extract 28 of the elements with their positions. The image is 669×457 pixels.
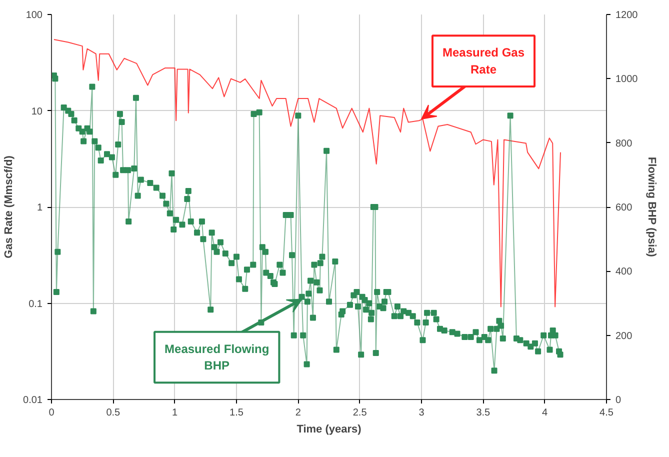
x-tick-label: 1 [172,408,178,418]
annotation: Measured Gas Rate [442,46,525,76]
y2-tick-label: 200 [616,330,633,342]
x-tick-label: 2 [295,408,302,418]
y2-axis-title: Flowing BHP (psia) [646,156,658,258]
y2-tick-label: 400 [616,266,633,278]
x-tick-label: 4.5 [600,408,614,418]
y-tick-label: 1 [36,202,43,214]
y-tick-label: 0.01 [23,395,43,406]
y-axis-title: Gas Rate (Mmscf/d) [3,155,16,258]
x-axis-title: Time (years) [296,424,362,436]
annotation: Measured Flowing BHP [164,342,270,373]
y2-tick-label: 1200 [616,10,638,21]
y-tick-label: 100 [26,10,43,21]
y2-tick-label: 0 [616,395,622,406]
y2-tick-label: 800 [616,138,633,150]
x-tick-label: 0.5 [106,408,121,418]
y-tick-label: 10 [31,106,43,118]
x-tick-label: 0 [48,408,55,418]
x-tick-label: 1.5 [230,408,244,418]
y2-tick-label: 600 [616,202,633,214]
x-tick-label: 3.5 [476,408,491,418]
x-tick-label: 2.5 [352,408,368,418]
x-tick-label: 3 [418,408,425,418]
x-tick-label: 4 [542,408,548,418]
y-tick-label: 0.1 [28,298,43,310]
y2-tick-label: 1000 [616,74,638,86]
line-series [53,38,561,308]
